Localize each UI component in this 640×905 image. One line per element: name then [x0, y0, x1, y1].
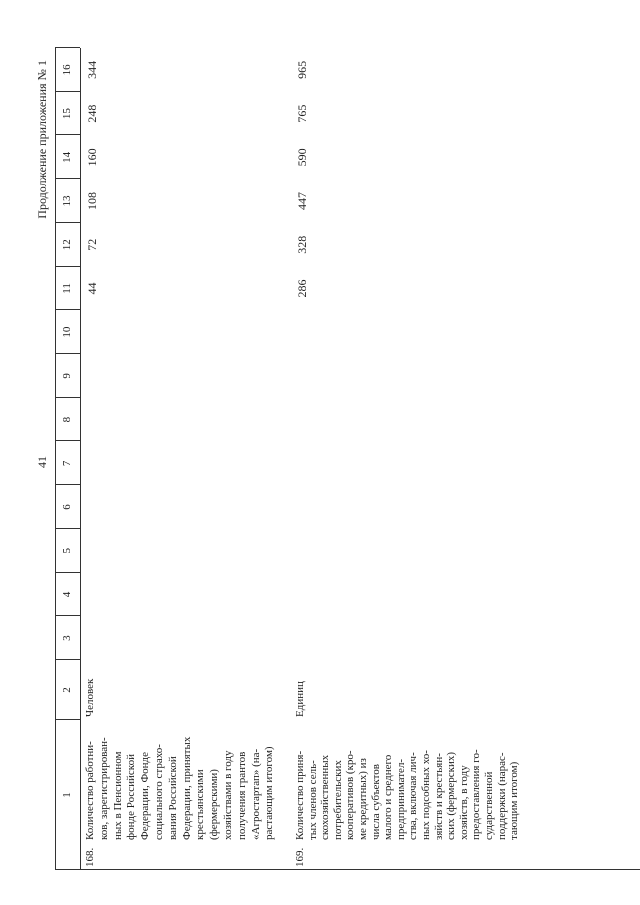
row-name-line: тающим итогом)	[508, 761, 521, 840]
column-header: 12	[61, 239, 73, 251]
cell-value: 44	[85, 282, 99, 295]
row-number: 168.	[84, 847, 96, 867]
row-name-line: «Агростартап» (на-	[249, 748, 262, 840]
cell-value: 965	[295, 60, 309, 79]
cell-value: 248	[85, 104, 99, 123]
row-name-line: хозяйствами в году	[222, 750, 234, 840]
cell-value: 72	[85, 238, 99, 251]
row-name-line: Федерации, Фонде	[139, 751, 152, 840]
column-header: 2	[61, 687, 73, 693]
row-name-line: поддержки (нарас-	[495, 752, 508, 840]
header-bottom-line	[80, 48, 81, 870]
row-name-line: социального страхо-	[153, 744, 165, 840]
header-top-line	[55, 48, 56, 870]
row-name-line: ства, включая лич-	[407, 752, 420, 840]
row-name-line: получения грантов	[235, 751, 248, 840]
row-name-line: ных в Пенсионном	[111, 751, 124, 840]
row-name-line: предоставления го-	[470, 749, 483, 840]
row-name-line: предпринимател-	[394, 758, 407, 840]
row-name-line: скохозяйственных	[319, 754, 332, 840]
row-name-line: Федерации, принятых	[180, 736, 193, 840]
column-header: 11	[61, 283, 73, 294]
row-name-line: хозяйств, в году	[457, 765, 470, 840]
column-header: 10	[61, 326, 73, 338]
column-header: 3	[61, 635, 73, 641]
cell-value: 108	[85, 192, 99, 211]
row-name-line: крестьянскими	[194, 769, 207, 840]
page-number: 41	[35, 456, 49, 468]
row-name-line: числа субъектов	[369, 764, 382, 840]
cell-value: 328	[295, 235, 309, 254]
cell-value: 344	[85, 60, 99, 79]
cell-value: 765	[295, 104, 309, 123]
row-unit: Единиц	[294, 681, 306, 717]
column-line	[55, 869, 640, 870]
row-number: 169.	[294, 847, 306, 867]
column-header: 8	[61, 416, 73, 423]
row-name-line: тых членов сель-	[306, 760, 319, 840]
row-name-line: фонде Российской	[125, 754, 138, 840]
row-name-line: растающим итогом)	[263, 746, 276, 840]
cell-value: 160	[85, 148, 99, 167]
row-unit: Человек	[84, 678, 96, 717]
column-header: 4	[61, 591, 73, 598]
row-name-line: (фермерскими)	[208, 769, 221, 840]
column-header: 1	[61, 792, 73, 798]
column-header: 15	[61, 108, 73, 120]
row-name-line: кооперативов (кро-	[344, 750, 357, 840]
row-name-line: зяйств и крестьян-	[432, 753, 445, 840]
column-header: 9	[61, 373, 73, 379]
row-name-line: Количество работни-	[84, 741, 96, 840]
column-header: 5	[61, 547, 73, 554]
title: Продолжение приложения № 1	[35, 60, 49, 219]
row-name-line: ных подсобных хо-	[420, 750, 432, 840]
row-name-line: ских (фермерских)	[445, 752, 458, 840]
column-header: 16	[61, 64, 73, 76]
column-header: 7	[61, 460, 73, 467]
column-header: 6	[61, 504, 73, 510]
cell-value: 447	[295, 192, 309, 211]
cell-value: 590	[295, 148, 309, 167]
row-name-line: ме кредитных) из	[357, 758, 369, 840]
row-name-line: вания Российской	[166, 756, 179, 840]
column-header: 14	[61, 151, 73, 163]
row-name-line: потребительских	[331, 760, 344, 840]
row-name-line: Количество приня-	[294, 750, 306, 840]
row-name-line: ков, зарегистрирован-	[97, 737, 110, 840]
row-name-line: сударственной	[483, 771, 495, 840]
column-header: 13	[61, 195, 73, 207]
cell-value: 286	[295, 279, 309, 298]
row-name-line: малого и среднего	[382, 754, 395, 840]
